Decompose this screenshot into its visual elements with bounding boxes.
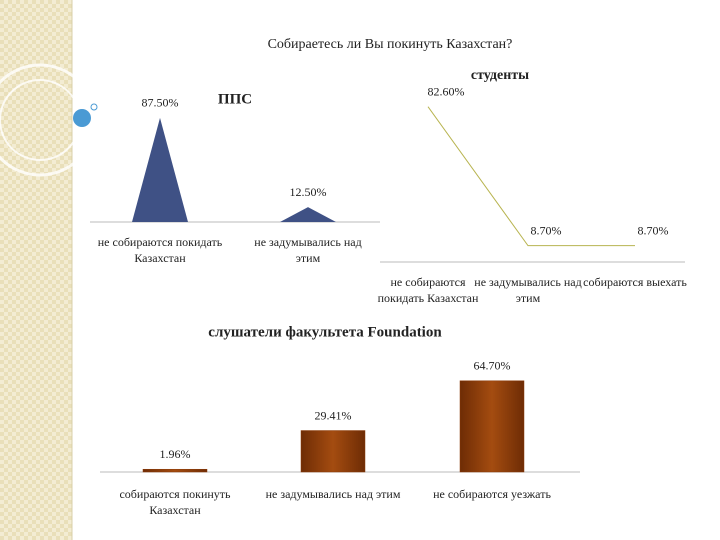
category-label: не задумывались над этим <box>474 275 582 305</box>
bar <box>300 430 366 473</box>
category-label: не собираются уезжать <box>433 487 551 501</box>
bar <box>459 380 525 473</box>
value-label: 1.96% <box>160 447 191 461</box>
value-label: 12.50% <box>290 185 327 199</box>
category-label: не задумывались над этим <box>254 235 362 265</box>
value-label: 8.70% <box>638 223 669 237</box>
bar <box>142 468 208 473</box>
chart-title: студенты <box>471 68 529 83</box>
category-label: не собираются покидать Казахстан <box>377 275 479 305</box>
slide-title: Собираетесь ли Вы покинуть Казахстан? <box>268 37 513 52</box>
value-label: 29.41% <box>315 408 352 422</box>
value-label: 87.50% <box>142 96 179 110</box>
category-label: не задумывались над этим <box>265 487 401 501</box>
line <box>427 106 635 247</box>
deco-dot <box>90 103 98 111</box>
side-stripe <box>0 0 72 540</box>
category-label: собираются выехать <box>583 275 687 289</box>
deco-circle <box>0 63 97 177</box>
cone-bar <box>280 207 336 222</box>
value-label: 82.60% <box>428 84 465 98</box>
value-label: 8.70% <box>531 223 562 237</box>
value-label: 64.70% <box>474 359 511 373</box>
cone-bar <box>132 117 188 222</box>
deco-dot <box>73 109 91 127</box>
category-label: не собираются покидать Казахстан <box>97 235 223 265</box>
chart-title: слушатели факультета Foundation <box>208 324 442 340</box>
chart-title: ППС <box>218 91 252 107</box>
category-label: собираются покинуть Казахстан <box>119 487 231 517</box>
